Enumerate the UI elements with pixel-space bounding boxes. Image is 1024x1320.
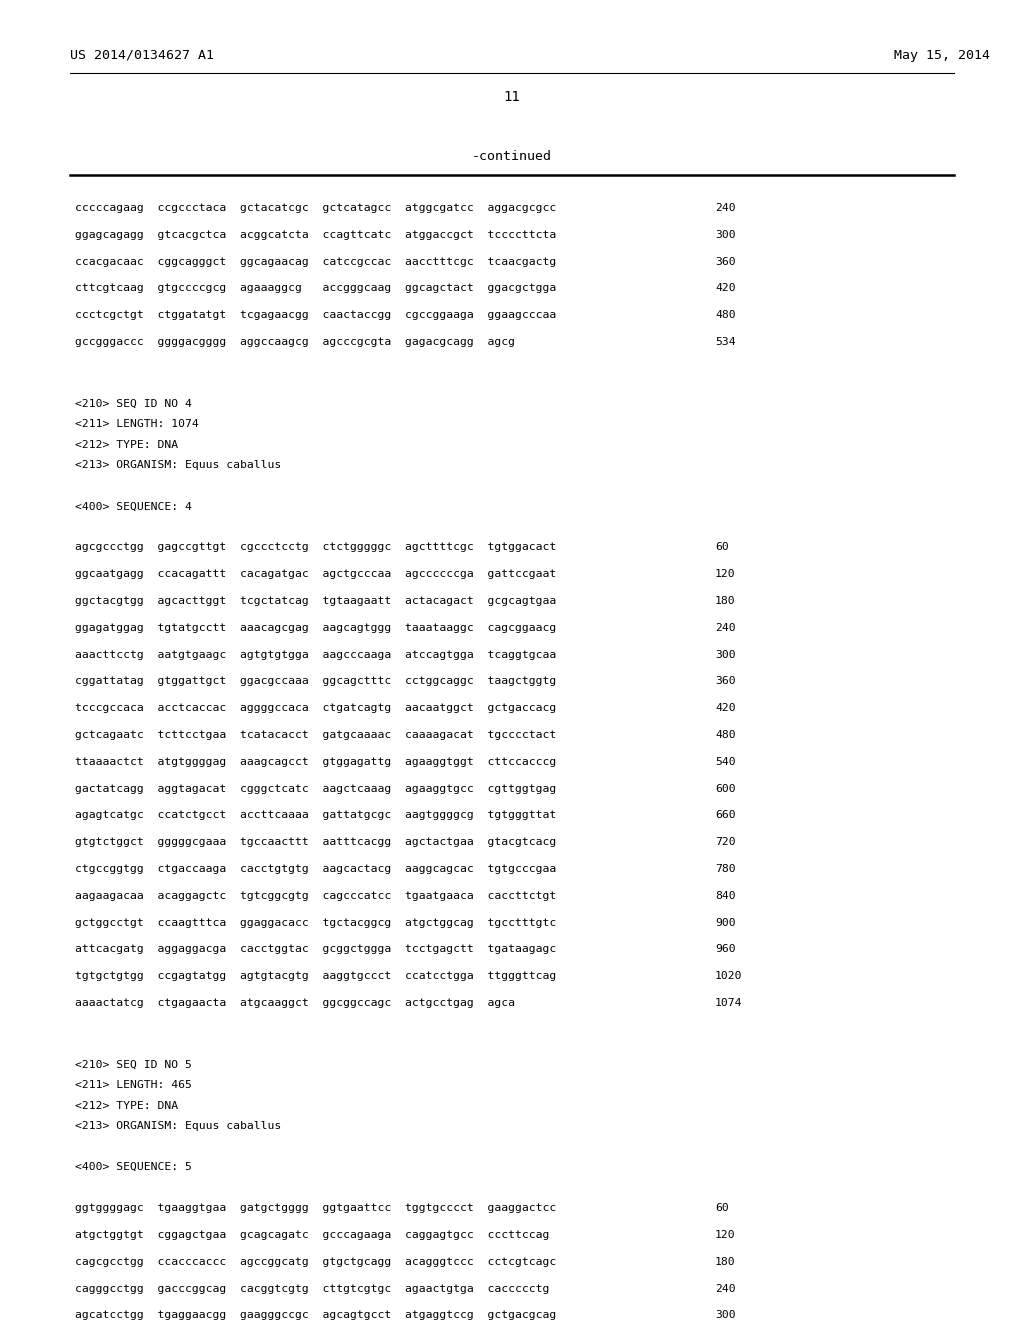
Text: cccccagaag  ccgccctaca  gctacatcgc  gctcatagcc  atggcgatcc  aggacgcgcc: cccccagaag ccgccctaca gctacatcgc gctcata…: [75, 203, 556, 213]
Text: tgtgctgtgg  ccgagtatgg  agtgtacgtg  aaggtgccct  ccatcctgga  ttgggttcag: tgtgctgtgg ccgagtatgg agtgtacgtg aaggtgc…: [75, 972, 556, 981]
Text: US 2014/0134627 A1: US 2014/0134627 A1: [70, 49, 214, 62]
Text: ggctacgtgg  agcacttggt  tcgctatcag  tgtaagaatt  actacagact  gcgcagtgaa: ggctacgtgg agcacttggt tcgctatcag tgtaaga…: [75, 595, 556, 606]
Text: 300: 300: [715, 1311, 735, 1320]
Text: cagcgcctgg  ccacccaccc  agccggcatg  gtgctgcagg  acagggtccc  cctcgtcagc: cagcgcctgg ccacccaccc agccggcatg gtgctgc…: [75, 1257, 556, 1267]
Text: gctggcctgt  ccaagtttca  ggaggacacc  tgctacggcg  atgctggcag  tgcctttgtc: gctggcctgt ccaagtttca ggaggacacc tgctacg…: [75, 917, 556, 928]
Text: ggtggggagc  tgaaggtgaa  gatgctgggg  ggtgaattcc  tggtgcccct  gaaggactcc: ggtggggagc tgaaggtgaa gatgctgggg ggtgaat…: [75, 1204, 556, 1213]
Text: 840: 840: [715, 891, 735, 900]
Text: <212> TYPE: DNA: <212> TYPE: DNA: [75, 1101, 178, 1110]
Text: 540: 540: [715, 756, 735, 767]
Text: cagggcctgg  gacccggcag  cacggtcgtg  cttgtcgtgc  agaactgtga  caccccctg: cagggcctgg gacccggcag cacggtcgtg cttgtcg…: [75, 1283, 549, 1294]
Text: agcatcctgg  tgaggaacgg  gaagggccgc  agcagtgcct  atgaggtccg  gctgacgcag: agcatcctgg tgaggaacgg gaagggccgc agcagtg…: [75, 1311, 556, 1320]
Text: <400> SEQUENCE: 5: <400> SEQUENCE: 5: [75, 1162, 191, 1172]
Text: ggagatggag  tgtatgcctt  aaacagcgag  aagcagtggg  taaataaggc  cagcggaacg: ggagatggag tgtatgcctt aaacagcgag aagcagt…: [75, 623, 556, 632]
Text: ctgccggtgg  ctgaccaaga  cacctgtgtg  aagcactacg  aaggcagcac  tgtgcccgaa: ctgccggtgg ctgaccaaga cacctgtgtg aagcact…: [75, 863, 556, 874]
Text: 240: 240: [715, 1283, 735, 1294]
Text: ccctcgctgt  ctggatatgt  tcgagaacgg  caactaccgg  cgccggaaga  ggaagcccaa: ccctcgctgt ctggatatgt tcgagaacgg caactac…: [75, 310, 556, 321]
Text: tcccgccaca  acctcaccac  aggggccaca  ctgatcagtg  aacaatggct  gctgaccacg: tcccgccaca acctcaccac aggggccaca ctgatca…: [75, 704, 556, 713]
Text: 360: 360: [715, 676, 735, 686]
Text: agcgccctgg  gagccgttgt  cgccctcctg  ctctgggggc  agcttttcgc  tgtggacact: agcgccctgg gagccgttgt cgccctcctg ctctggg…: [75, 543, 556, 552]
Text: 180: 180: [715, 1257, 735, 1267]
Text: 180: 180: [715, 595, 735, 606]
Text: gtgtctggct  gggggcgaaa  tgccaacttt  aatttcacgg  agctactgaa  gtacgtcacg: gtgtctggct gggggcgaaa tgccaacttt aatttca…: [75, 837, 556, 847]
Text: ccacgacaac  cggcagggct  ggcagaacag  catccgccac  aacctttcgc  tcaacgactg: ccacgacaac cggcagggct ggcagaacag catccgc…: [75, 256, 556, 267]
Text: 120: 120: [715, 569, 735, 579]
Text: 240: 240: [715, 623, 735, 632]
Text: 240: 240: [715, 203, 735, 213]
Text: agagtcatgc  ccatctgcct  accttcaaaa  gattatgcgc  aagtggggcg  tgtgggttat: agagtcatgc ccatctgcct accttcaaaa gattatg…: [75, 810, 556, 820]
Text: 420: 420: [715, 284, 735, 293]
Text: gccgggaccc  ggggacgggg  aggccaagcg  agcccgcgta  gagacgcagg  agcg: gccgggaccc ggggacgggg aggccaagcg agcccgc…: [75, 337, 515, 347]
Text: 360: 360: [715, 256, 735, 267]
Text: 780: 780: [715, 863, 735, 874]
Text: aaacttcctg  aatgtgaagc  agtgtgtgga  aagcccaaga  atccagtgga  tcaggtgcaa: aaacttcctg aatgtgaagc agtgtgtgga aagccca…: [75, 649, 556, 660]
Text: -continued: -continued: [472, 150, 552, 164]
Text: <212> TYPE: DNA: <212> TYPE: DNA: [75, 440, 178, 450]
Text: atgctggtgt  cggagctgaa  gcagcagatc  gcccagaaga  caggagtgcc  cccttccag: atgctggtgt cggagctgaa gcagcagatc gcccaga…: [75, 1230, 549, 1239]
Text: <213> ORGANISM: Equus caballus: <213> ORGANISM: Equus caballus: [75, 1121, 282, 1131]
Text: 600: 600: [715, 784, 735, 793]
Text: 480: 480: [715, 730, 735, 741]
Text: 300: 300: [715, 649, 735, 660]
Text: May 15, 2014: May 15, 2014: [894, 49, 990, 62]
Text: <213> ORGANISM: Equus caballus: <213> ORGANISM: Equus caballus: [75, 461, 282, 470]
Text: 480: 480: [715, 310, 735, 321]
Text: gactatcagg  aggtagacat  cgggctcatc  aagctcaaag  agaaggtgcc  cgttggtgag: gactatcagg aggtagacat cgggctcatc aagctca…: [75, 784, 556, 793]
Text: gctcagaatc  tcttcctgaa  tcatacacct  gatgcaaaac  caaaagacat  tgcccctact: gctcagaatc tcttcctgaa tcatacacct gatgcaa…: [75, 730, 556, 741]
Text: ggagcagagg  gtcacgctca  acggcatcta  ccagttcatc  atggaccgct  tccccttcta: ggagcagagg gtcacgctca acggcatcta ccagttc…: [75, 230, 556, 240]
Text: 11: 11: [504, 90, 520, 104]
Text: 720: 720: [715, 837, 735, 847]
Text: 60: 60: [715, 543, 729, 552]
Text: <210> SEQ ID NO 4: <210> SEQ ID NO 4: [75, 399, 191, 409]
Text: 1074: 1074: [715, 998, 742, 1008]
Text: aagaagacaa  acaggagctc  tgtcggcgtg  cagcccatcc  tgaatgaaca  caccttctgt: aagaagacaa acaggagctc tgtcggcgtg cagccca…: [75, 891, 556, 900]
Text: cttcgtcaag  gtgccccgcg  agaaaggcg   accgggcaag  ggcagctact  ggacgctgga: cttcgtcaag gtgccccgcg agaaaggcg accgggca…: [75, 284, 556, 293]
Text: 300: 300: [715, 230, 735, 240]
Text: <400> SEQUENCE: 4: <400> SEQUENCE: 4: [75, 502, 191, 511]
Text: 420: 420: [715, 704, 735, 713]
Text: <211> LENGTH: 465: <211> LENGTH: 465: [75, 1080, 191, 1090]
Text: 900: 900: [715, 917, 735, 928]
Text: <211> LENGTH: 1074: <211> LENGTH: 1074: [75, 420, 199, 429]
Text: 960: 960: [715, 944, 735, 954]
Text: ggcaatgagg  ccacagattt  cacagatgac  agctgcccaa  agccccccga  gattccgaat: ggcaatgagg ccacagattt cacagatgac agctgcc…: [75, 569, 556, 579]
Text: ttaaaactct  atgtggggag  aaagcagcct  gtggagattg  agaaggtggt  cttccacccg: ttaaaactct atgtggggag aaagcagcct gtggaga…: [75, 756, 556, 767]
Text: attcacgatg  aggaggacga  cacctggtac  gcggctggga  tcctgagctt  tgataagagc: attcacgatg aggaggacga cacctggtac gcggctg…: [75, 944, 556, 954]
Text: 1020: 1020: [715, 972, 742, 981]
Text: 660: 660: [715, 810, 735, 820]
Text: 534: 534: [715, 337, 735, 347]
Text: aaaactatcg  ctgagaacta  atgcaaggct  ggcggccagc  actgcctgag  agca: aaaactatcg ctgagaacta atgcaaggct ggcggcc…: [75, 998, 515, 1008]
Text: <210> SEQ ID NO 5: <210> SEQ ID NO 5: [75, 1060, 191, 1069]
Text: 120: 120: [715, 1230, 735, 1239]
Text: 60: 60: [715, 1204, 729, 1213]
Text: cggattatag  gtggattgct  ggacgccaaa  ggcagctttc  cctggcaggc  taagctggtg: cggattatag gtggattgct ggacgccaaa ggcagct…: [75, 676, 556, 686]
